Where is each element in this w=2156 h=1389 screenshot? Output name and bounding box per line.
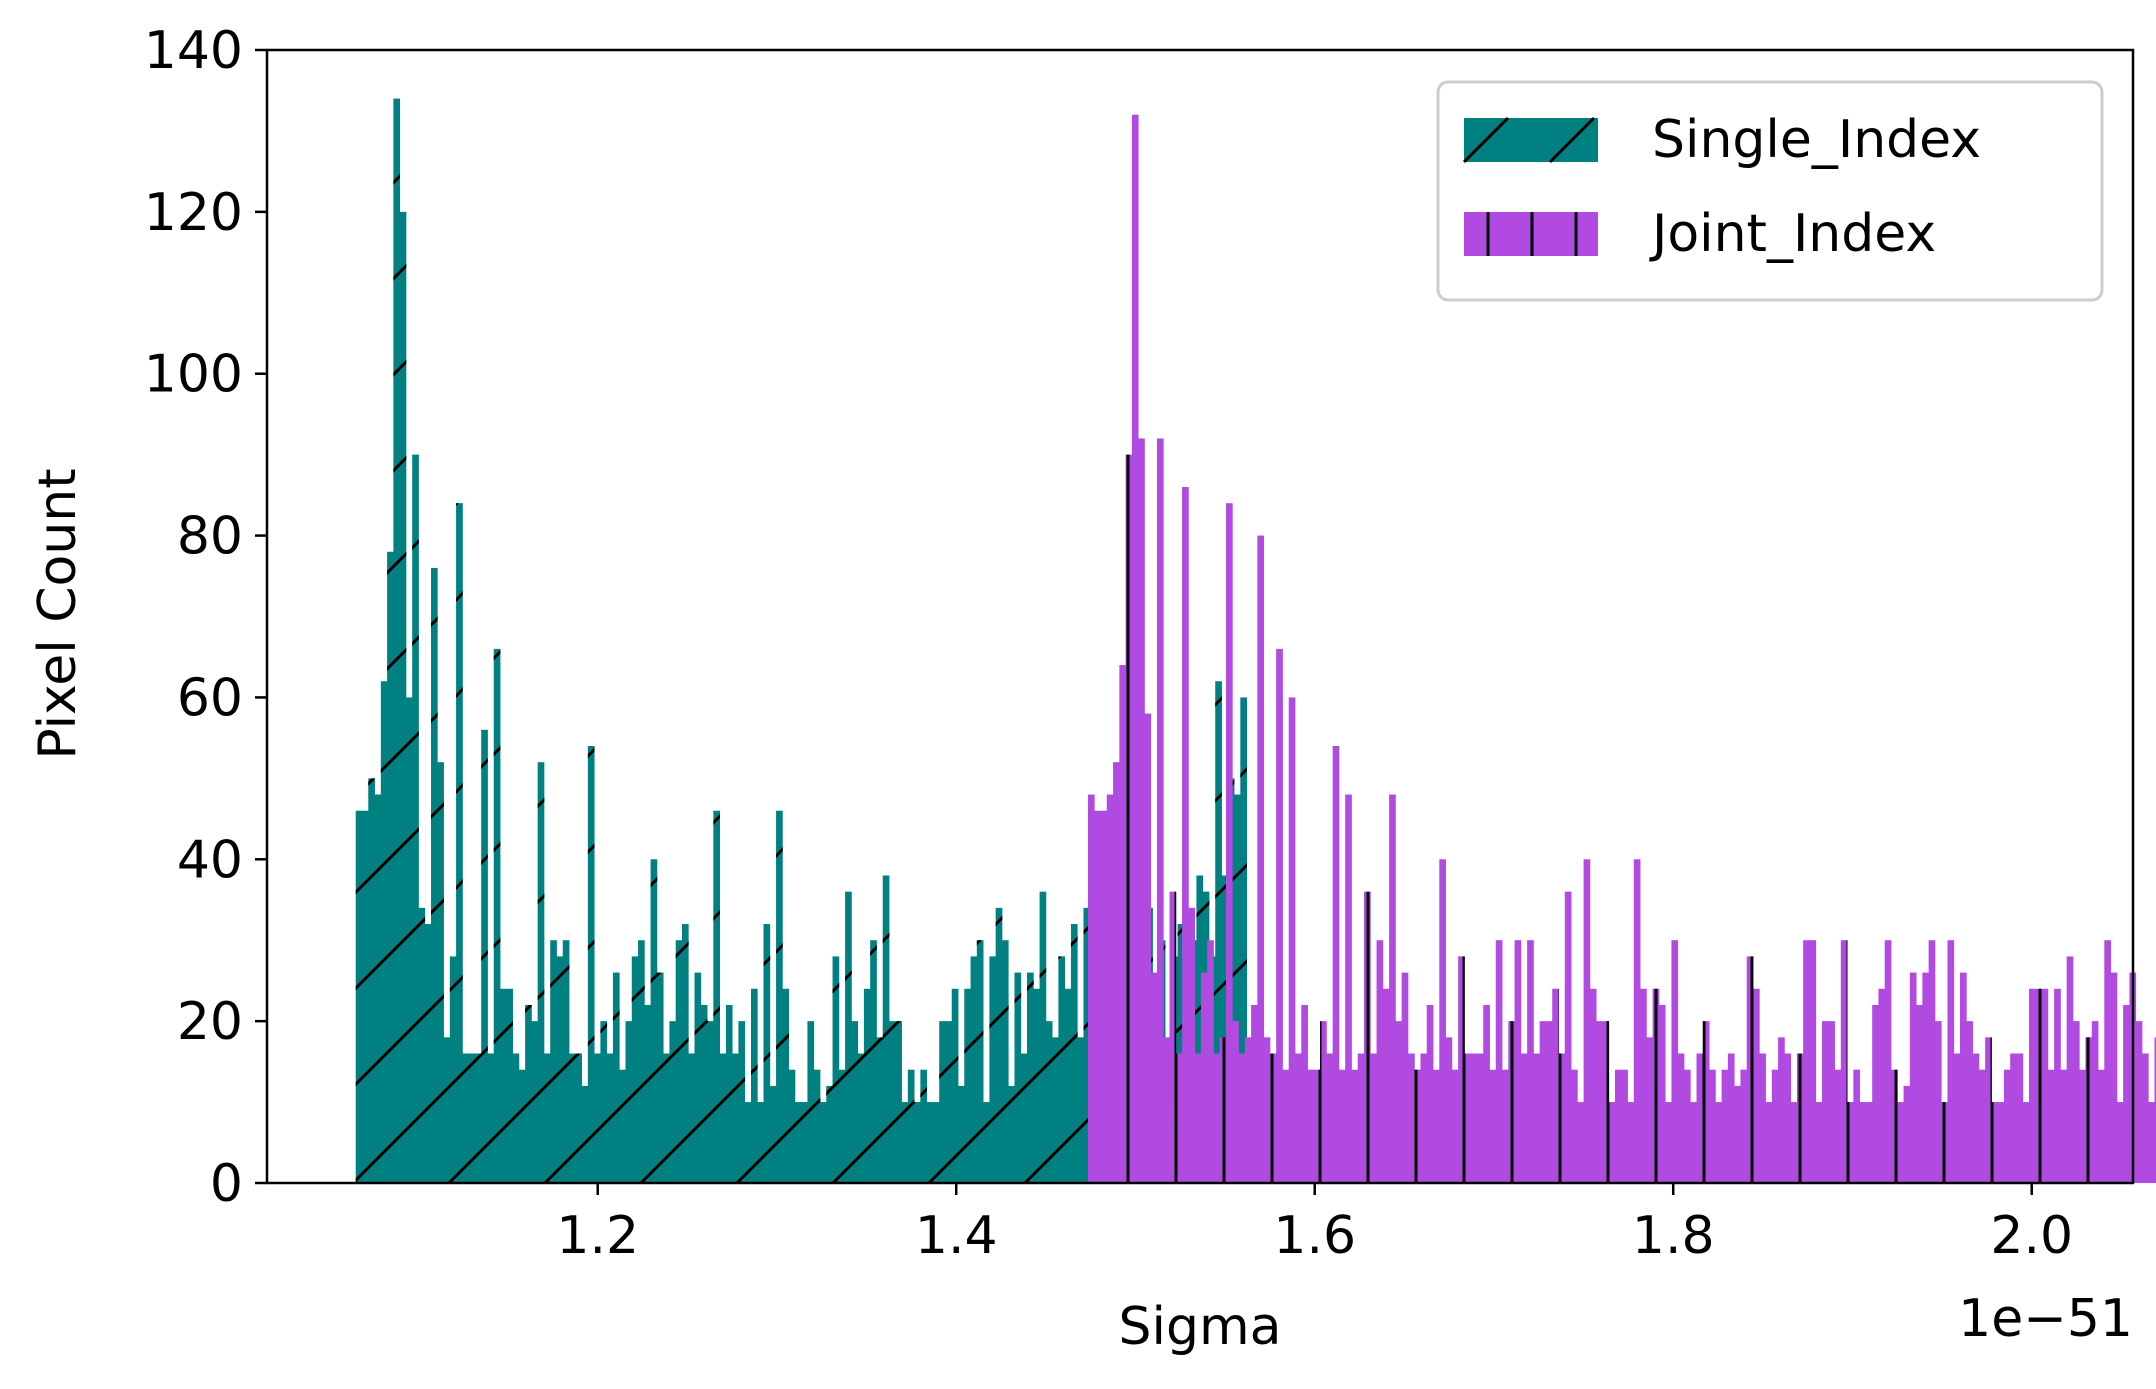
y-tick-label: 100 <box>144 345 243 405</box>
y-axis-label: Pixel Count <box>28 468 88 759</box>
x-tick-label: 1.6 <box>1273 1206 1356 1266</box>
legend: Single_Index Joint_Index <box>1436 80 2104 302</box>
axes-layer: 0 20 40 60 80 100 120 140 1.2 1.4 1.6 1.8 2.0 <box>144 21 2135 1266</box>
x-tick-label: 1.4 <box>915 1206 998 1266</box>
x-tick-label: 1.8 <box>1632 1206 1715 1266</box>
legend-frame <box>1436 80 2104 302</box>
y-tick-label: 60 <box>177 668 243 728</box>
y-tick-label: 120 <box>144 183 243 243</box>
histogram-bar <box>2148 1102 2155 1183</box>
x-axis-label: Sigma <box>1119 1297 1282 1357</box>
histogram-bar <box>2141 1053 2149 1183</box>
histogram-bar <box>2154 1037 2156 1183</box>
x-tick-label: 2.0 <box>1990 1206 2073 1266</box>
x-tick-label: 1.2 <box>556 1206 639 1266</box>
y-tick-label: 40 <box>177 830 243 890</box>
plot-frame <box>265 48 2135 1185</box>
y-tick-label: 20 <box>177 992 243 1052</box>
y-tick-label: 0 <box>210 1154 243 1214</box>
y-tick-label: 140 <box>144 21 243 81</box>
legend-label-joint-index: Joint_Index <box>1649 204 1936 264</box>
x-axis-offset-label: 1e−51 <box>1958 1289 2133 1349</box>
legend-label-single-index: Single_Index <box>1652 110 1981 170</box>
histogram-bar <box>2135 1021 2143 1183</box>
legend-hatch-line <box>1548 116 1596 164</box>
legend-hatch-line <box>1462 116 1510 164</box>
y-tick-label: 80 <box>177 507 243 567</box>
